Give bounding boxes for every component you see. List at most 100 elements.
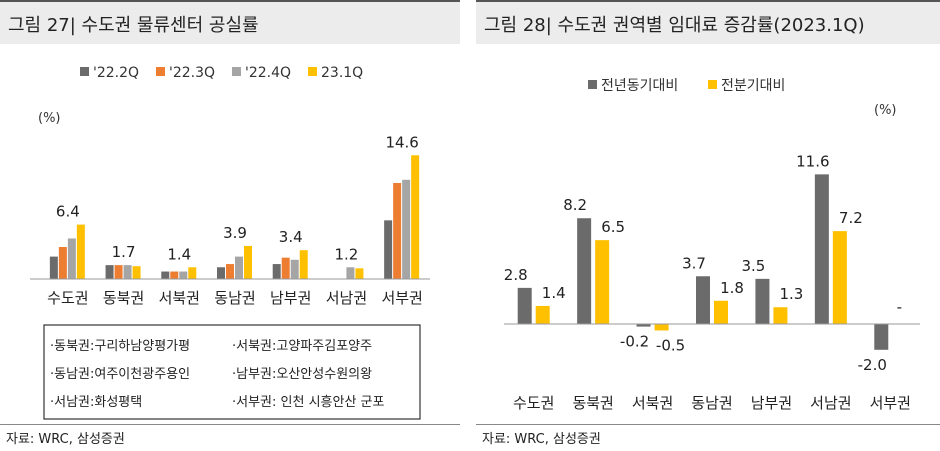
rent-chart-panel: 그림 28| 수도권 권역별 임대료 증감률(2023.1Q) 전년동기대비 전분… [476, 0, 940, 451]
rent-data-label: 1.8 [720, 279, 744, 297]
vacancy-data-label: 1.2 [334, 245, 358, 263]
rent-data-label: 7.2 [839, 209, 863, 227]
vacancy-bar [132, 266, 141, 279]
vacancy-bar [123, 265, 132, 279]
vacancy-bar [188, 267, 197, 279]
vacancy-bar [105, 265, 114, 279]
rent-data-label: -2.0 [858, 356, 887, 374]
vacancy-bar [244, 245, 252, 279]
rent-bar [696, 276, 710, 324]
vacancy-bar [76, 224, 85, 279]
rent-data-label: - [897, 298, 902, 316]
rent-chart-title: 그림 28| 수도권 권역별 임대료 증감률(2023.1Q) [484, 15, 865, 36]
rent-data-label: 3.5 [741, 257, 765, 275]
vacancy-bar [384, 220, 393, 279]
vacancy-bar [170, 271, 179, 279]
vacancy-note: ·서남권:화성평택 [50, 395, 142, 410]
rent-chart-source: 자료: WRC, 삼성증권 [482, 432, 601, 447]
vacancy-bar [67, 238, 76, 279]
rent-chart-bottom-rule [476, 424, 940, 425]
rent-legend-swatch [708, 80, 717, 89]
rent-data-label: 11.6 [796, 152, 829, 170]
rent-bar [595, 240, 610, 324]
rent-data-label: -0.2 [620, 333, 649, 351]
vacancy-legend-label: '22.4Q [245, 65, 291, 81]
vacancy-bar [355, 268, 364, 279]
vacancy-bar [179, 271, 188, 279]
vacancy-legend-swatch [80, 67, 89, 76]
vacancy-note: ·서북권:고양파주김포양주 [232, 339, 372, 354]
vacancy-bar [161, 271, 170, 279]
rent-data-label: 6.5 [601, 218, 625, 236]
rent-legend-label: 전년동기대비 [601, 78, 678, 94]
rent-data-label: -0.5 [656, 336, 685, 354]
vacancy-bar [226, 264, 234, 279]
rent-data-label: 1.3 [779, 285, 803, 303]
vacancy-data-label: 3.4 [279, 228, 303, 246]
vacancy-bar [290, 259, 299, 279]
rent-data-label: 1.4 [542, 284, 566, 302]
vacancy-bar [299, 250, 308, 279]
vacancy-bar [217, 267, 225, 279]
rent-legend-swatch [588, 80, 597, 89]
vacancy-data-label: 6.4 [56, 203, 80, 221]
vacancy-chart-title-bar: 그림 27| 수도권 물류센터 공실률 [0, 0, 460, 44]
vacancy-legend-swatch [156, 67, 165, 76]
rent-bar [755, 278, 770, 324]
rent-y-unit: (%) [874, 103, 897, 118]
rent-category-label: 수도권 [513, 394, 554, 412]
vacancy-note: ·남부권:오산안성수원의왕 [232, 367, 372, 382]
rent-legend-label: 전분기대비 [721, 78, 785, 94]
vacancy-bar [272, 264, 281, 279]
rent-bar [773, 307, 788, 324]
rent-chart-title-bar: 그림 28| 수도권 권역별 임대료 증감률(2023.1Q) [476, 0, 940, 44]
rent-chart-svg: 전년동기대비 전분기대비 (%) 2.8 1.4 수도권 8.2 6.5 동북권 -0.2 -0.5… [504, 78, 920, 412]
vacancy-bar [402, 179, 411, 279]
vacancy-notes-box [43, 324, 421, 420]
vacancy-note: ·동북권:구리하남양평가평 [50, 339, 190, 354]
vacancy-chart-source: 자료: WRC, 삼성증권 [6, 432, 125, 447]
vacancy-category-label: 서북권 [159, 289, 200, 307]
rent-bar [874, 324, 889, 350]
rent-bar [714, 300, 728, 324]
rent-bar [577, 218, 592, 324]
rent-data-label: 8.2 [563, 196, 587, 214]
vacancy-bar [235, 256, 243, 279]
vacancy-category-label: 동남권 [214, 289, 255, 307]
rent-bar [636, 324, 651, 327]
vacancy-bar [411, 155, 420, 279]
rent-data-label: 3.7 [682, 254, 706, 272]
vacancy-legend-label: 23.1Q [321, 65, 363, 81]
rent-bar [517, 287, 532, 324]
vacancy-legend-swatch [232, 67, 241, 76]
vacancy-chart-bottom-rule [0, 424, 460, 425]
vacancy-bar [49, 256, 58, 279]
rent-category-label: 동남권 [691, 394, 732, 412]
vacancy-data-label: 1.7 [112, 243, 136, 261]
vacancy-chart-panel: 그림 27| 수도권 물류센터 공실률 '22.2Q '22.3Q '22.4Q 23… [0, 0, 460, 451]
vacancy-bar [58, 247, 67, 279]
vacancy-chart-title: 그림 27| 수도권 물류센터 공실률 [8, 15, 259, 36]
vacancy-note: ·동남권:여주이천광주용인 [50, 367, 190, 382]
vacancy-chart-svg: '22.2Q '22.3Q '22.4Q 23.1Q (%) 6.4 수도권 1.7 동북권 1.… [30, 65, 430, 420]
vacancy-bar [114, 265, 123, 279]
rent-data-label: 2.8 [504, 266, 528, 284]
vacancy-bar [346, 267, 355, 279]
vacancy-legend-label: '22.2Q [93, 65, 139, 81]
vacancy-category-label: 서부권 [381, 289, 422, 307]
vacancy-bar [281, 257, 290, 279]
rent-bar [654, 324, 669, 331]
rent-category-label: 서남권 [810, 394, 851, 412]
rent-bar [832, 231, 847, 324]
rent-category-label: 남부권 [751, 394, 792, 412]
vacancy-category-label: 수도권 [47, 289, 88, 307]
vacancy-category-label: 동북권 [103, 289, 144, 307]
vacancy-y-unit: (%) [38, 111, 61, 126]
vacancy-legend-label: '22.3Q [169, 65, 215, 81]
vacancy-data-label: 14.6 [385, 133, 418, 151]
vacancy-data-label: 1.4 [167, 245, 191, 263]
vacancy-category-label: 서남권 [326, 289, 367, 307]
vacancy-data-label: 3.9 [223, 224, 247, 242]
rent-bar [535, 305, 550, 324]
vacancy-category-label: 남부권 [270, 289, 311, 307]
